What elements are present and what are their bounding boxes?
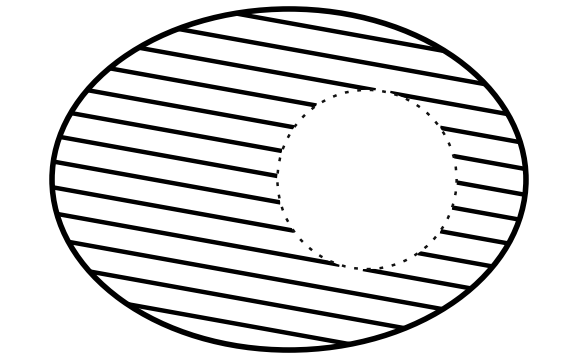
Circle shape (277, 90, 457, 269)
